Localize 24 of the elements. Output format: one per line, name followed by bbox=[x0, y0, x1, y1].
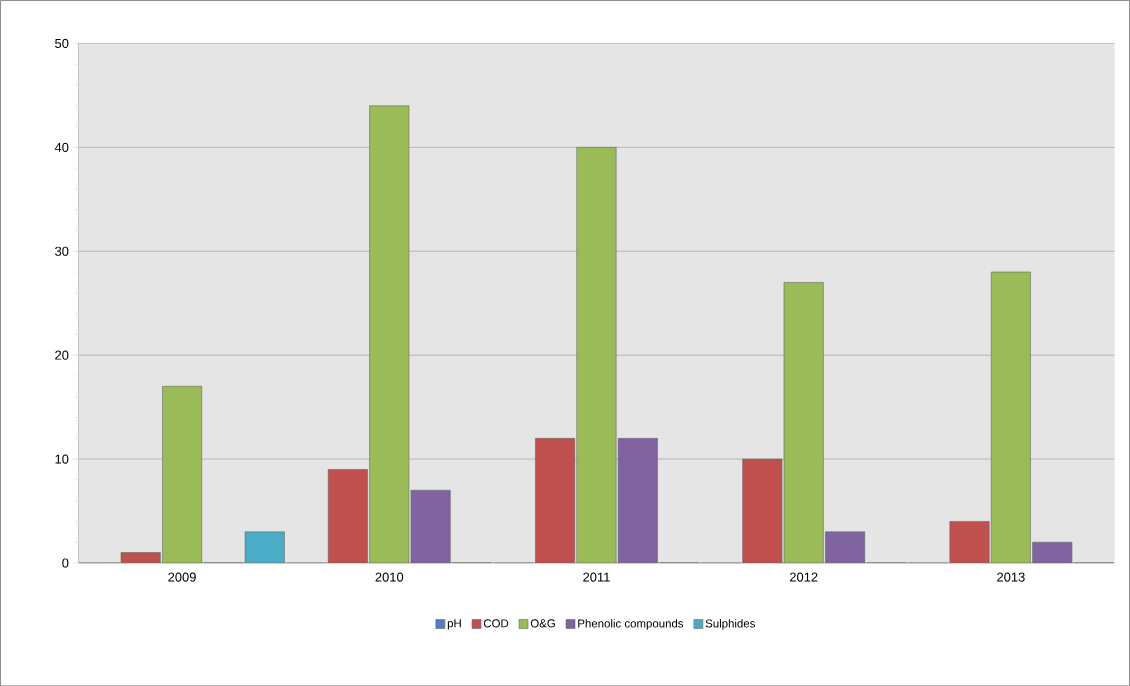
y-tick-label: 20 bbox=[55, 350, 69, 360]
bar bbox=[949, 520, 990, 563]
bar bbox=[535, 437, 576, 563]
legend-label: pH bbox=[447, 619, 461, 630]
legend-label: Sulphides bbox=[705, 618, 755, 630]
x-tick-label: 2013 bbox=[997, 572, 1025, 582]
legend-label: O&G bbox=[530, 619, 555, 628]
legend-label: Phenolic compounds bbox=[578, 618, 684, 630]
legend-label: COD bbox=[483, 619, 509, 628]
bar bbox=[825, 531, 866, 563]
bar bbox=[617, 437, 658, 563]
bar bbox=[327, 468, 368, 563]
bar bbox=[742, 458, 783, 563]
bar bbox=[244, 531, 285, 563]
y-tick-label: 10 bbox=[55, 454, 69, 464]
x-tick-label: 2010 bbox=[375, 572, 404, 582]
x-tick-label: 2012 bbox=[789, 572, 818, 582]
x-tick-label: 2011 bbox=[583, 572, 610, 582]
y-tick-label: 50 bbox=[55, 38, 69, 48]
y-tick-label: 40 bbox=[54, 142, 69, 152]
y-tick-label: 30 bbox=[55, 246, 69, 256]
y-tick-label: 0 bbox=[62, 558, 69, 568]
x-tick-label: 2009 bbox=[168, 572, 196, 582]
bar bbox=[410, 489, 451, 563]
